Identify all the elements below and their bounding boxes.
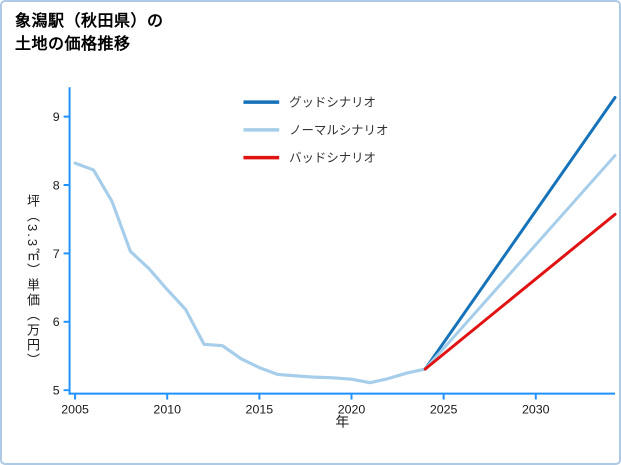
x-tick-label: 2005 xyxy=(61,402,89,416)
x-tick-label: 2020 xyxy=(338,402,366,416)
y-tick-label: 8 xyxy=(53,178,60,192)
legend-label: グッドシナリオ xyxy=(289,96,376,110)
x-tick-label: 2030 xyxy=(522,402,550,416)
x-axis-title-text: 年 xyxy=(335,413,349,429)
series-bad-scenario xyxy=(423,212,617,371)
y-tick-label: 5 xyxy=(53,384,60,398)
x-tick-label: 2025 xyxy=(430,402,458,416)
y-tick-label: 9 xyxy=(53,110,60,124)
y-tick-label: 7 xyxy=(53,247,60,261)
series-good-scenario xyxy=(423,95,617,371)
legend-label: ノーマルシナリオ xyxy=(289,123,388,137)
series-normal-scenario xyxy=(423,154,617,371)
series-historical-price xyxy=(73,161,427,385)
chart-title: 象潟駅（秋田県）の 土地の価格推移 xyxy=(15,10,164,56)
chart-title-line2: 土地の価格推移 xyxy=(15,36,131,54)
x-tick-label: 2010 xyxy=(153,402,181,416)
y-tick-label: 6 xyxy=(53,315,60,329)
y-axis-title: 坪（3.3㎡）単価（万円） xyxy=(25,194,40,369)
x-tick-label: 2015 xyxy=(246,402,274,416)
chart-title-line1: 象潟駅（秋田県）の xyxy=(15,13,164,30)
legend-label: バッドシナリオ xyxy=(289,151,376,165)
